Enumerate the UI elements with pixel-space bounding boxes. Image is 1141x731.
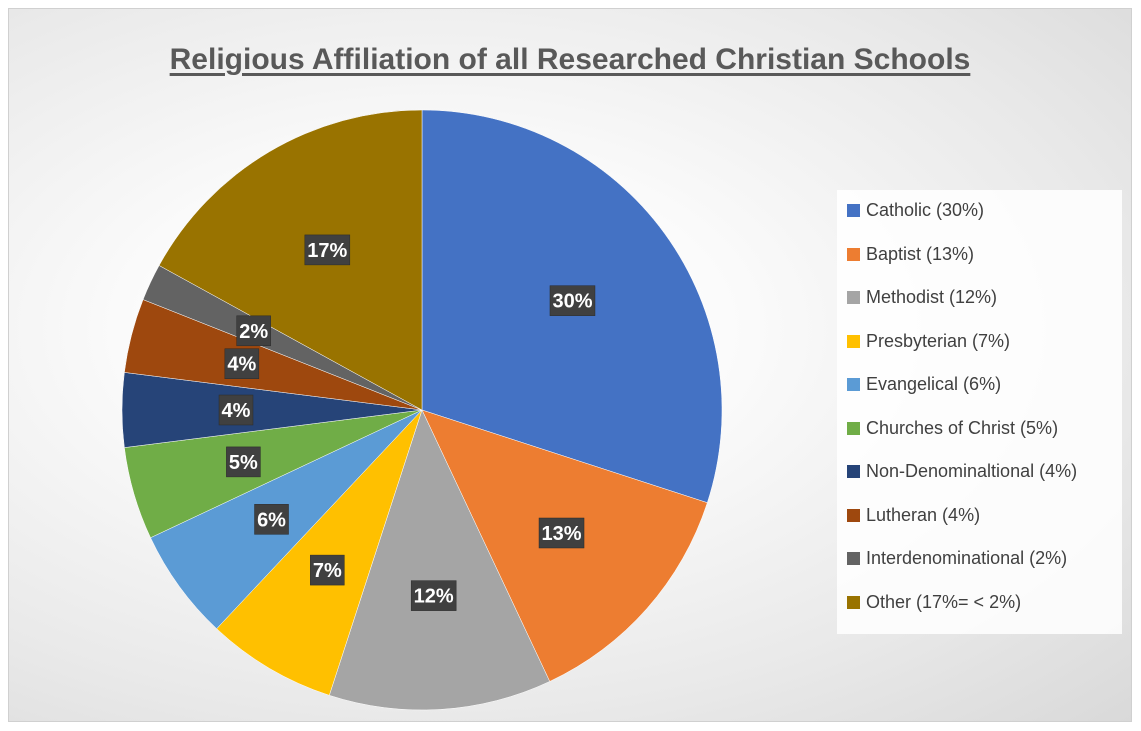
legend-swatch	[847, 465, 860, 478]
data-label-text: 4%	[222, 400, 251, 422]
data-label-text: 12%	[414, 586, 454, 608]
legend-label: Baptist (13%)	[866, 243, 975, 264]
legend-label: Lutheran (4%)	[866, 504, 981, 525]
legend-item: Baptist (13%)	[847, 244, 974, 265]
data-label-text: 2%	[239, 321, 268, 343]
data-label-box	[410, 580, 457, 611]
data-label-box	[254, 504, 289, 535]
data-label-box	[236, 315, 271, 347]
data-label-text: 4%	[227, 354, 256, 376]
legend-item: Non-Denominaltional (4%)	[847, 461, 1077, 482]
data-label-text: 5%	[229, 452, 258, 474]
legend-swatch	[847, 204, 860, 217]
legend-item: Methodist (12%)	[847, 287, 997, 308]
data-label-text: 30%	[552, 291, 592, 313]
legend-swatch	[847, 378, 860, 391]
legend-swatch	[847, 334, 860, 348]
legend-swatch	[847, 291, 860, 304]
pie-slice	[216, 409, 423, 696]
data-label: 5%	[226, 446, 261, 478]
data-label: 13%	[538, 517, 585, 549]
data-label: 30%	[549, 285, 596, 316]
chart-title: Religious Affiliation of all Researched …	[169, 43, 971, 76]
legend-item: Other (17%= < 2%)	[847, 592, 1021, 613]
data-label: 7%	[310, 554, 345, 586]
data-labels: 30% 13% 12% 7% 6% 5% 4% 4% 2% 17%	[218, 234, 596, 611]
data-label-box	[549, 285, 596, 316]
legend-item: Interdenominational (2%)	[847, 548, 1067, 569]
legend-label: Other (17%= < 2%)	[866, 591, 1022, 612]
legend-swatch	[847, 421, 860, 435]
data-label-box	[226, 446, 261, 478]
legend-item: Churches of Christ (5%)	[847, 418, 1058, 439]
pie-slice	[328, 409, 551, 711]
data-label-text: 6%	[257, 509, 286, 531]
legend-swatch	[847, 247, 860, 261]
data-label-text: 17%	[307, 240, 347, 262]
legend-swatch	[847, 595, 860, 609]
pie-slice	[158, 109, 423, 411]
legend-label: Evangelical (6%)	[866, 374, 1002, 394]
data-label-text: 13%	[542, 523, 582, 545]
legend-label: Churches of Christ (5%)	[866, 417, 1059, 438]
data-label-text: 7%	[313, 560, 342, 582]
data-label: 17%	[304, 234, 351, 266]
pie-slices	[121, 109, 723, 711]
legend: Catholic (30%) Baptist (13%) Methodist (12…	[837, 190, 1122, 634]
data-label-box	[218, 394, 254, 426]
data-label-box	[224, 348, 260, 379]
legend-label: Methodist (12%)	[866, 287, 998, 307]
data-label: 4%	[218, 394, 254, 426]
data-label: 6%	[254, 504, 289, 535]
legend-label: Catholic (30%)	[866, 200, 985, 220]
legend-item: Presbyterian (7%)	[847, 331, 1010, 352]
legend-item: Lutheran (4%)	[847, 505, 980, 526]
legend-item: Catholic (30%)	[847, 200, 984, 221]
legend-swatch	[847, 552, 860, 565]
data-label-box	[538, 517, 585, 549]
legend-swatch	[847, 508, 860, 522]
data-label-box	[304, 234, 351, 266]
data-label: 4%	[224, 348, 260, 379]
data-label: 2%	[236, 315, 271, 347]
data-label: 12%	[410, 580, 457, 611]
legend-label: Interdenominational (2%)	[866, 548, 1068, 568]
legend-label: Presbyterian (7%)	[866, 330, 1011, 351]
data-label-box	[310, 554, 345, 586]
legend-label: Non-Denominaltional (4%)	[866, 461, 1078, 481]
legend-item: Evangelical (6%)	[847, 374, 1001, 395]
